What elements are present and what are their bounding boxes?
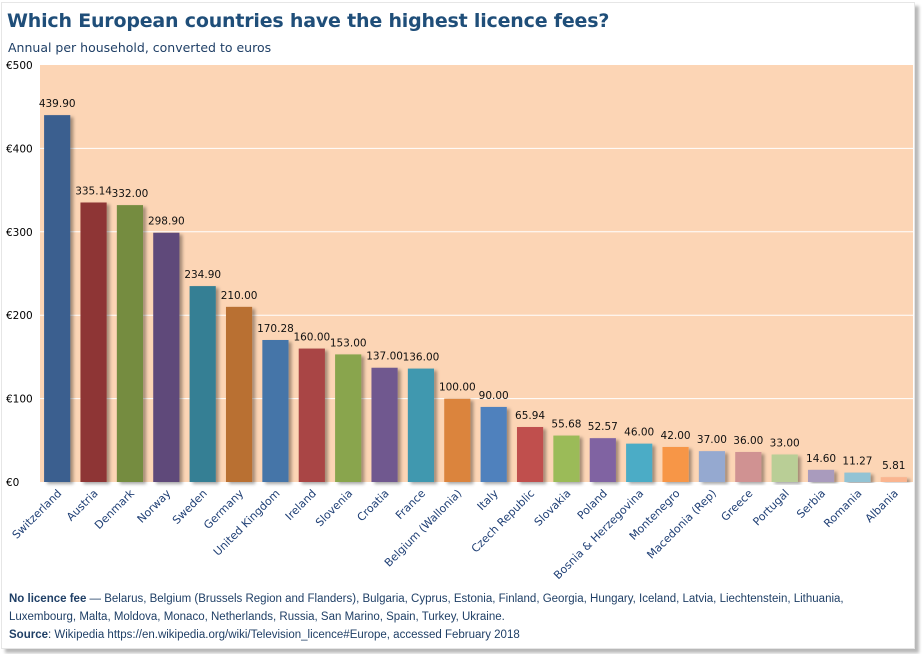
x-tick-label: Italy bbox=[475, 487, 501, 513]
x-tick-label: Macedonia (Rep) bbox=[644, 487, 719, 562]
data-label: 5.81 bbox=[882, 460, 905, 472]
x-tick-label: Denmark bbox=[92, 486, 137, 531]
data-label: 36.00 bbox=[733, 435, 763, 447]
bar-denmark bbox=[116, 205, 144, 482]
data-label: 55.68 bbox=[551, 419, 581, 431]
bar-romania bbox=[844, 472, 871, 482]
bar-austria bbox=[80, 202, 107, 483]
data-label: 153.00 bbox=[330, 337, 367, 349]
bar-montenegro bbox=[662, 446, 689, 482]
x-tick-label: Ireland bbox=[283, 487, 319, 523]
no-licence-fee-note: No licence fee — Belarus, Belgium (Bruss… bbox=[9, 590, 909, 626]
data-label: 90.00 bbox=[479, 390, 509, 402]
x-tick-label: Czech Republic bbox=[469, 487, 537, 555]
x-tick-label: Croatia bbox=[355, 487, 392, 524]
no-licence-fee-countries: — Belarus, Belgium (Brussels Region and … bbox=[9, 593, 844, 623]
bar-germany bbox=[225, 306, 253, 482]
bar-albania bbox=[880, 477, 907, 482]
bar-macedonia-rep bbox=[698, 451, 726, 482]
data-label: 37.00 bbox=[697, 434, 727, 446]
data-label: 11.27 bbox=[842, 456, 872, 468]
x-tick-label: Austria bbox=[64, 487, 101, 524]
data-label: 100.00 bbox=[439, 382, 476, 394]
data-label: 170.28 bbox=[257, 323, 294, 335]
y-tick-label: €100 bbox=[6, 394, 33, 406]
x-tick-label: Portugal bbox=[750, 487, 791, 528]
gridlines bbox=[40, 147, 913, 400]
data-label: 52.57 bbox=[588, 421, 618, 433]
source-label: Source bbox=[9, 629, 48, 641]
bar-norway bbox=[153, 232, 180, 482]
data-label: 137.00 bbox=[366, 351, 403, 363]
x-tick-label: France bbox=[393, 487, 428, 522]
data-label: 160.00 bbox=[293, 332, 330, 344]
bar-switzerland bbox=[44, 115, 71, 482]
x-tick-label: Norway bbox=[135, 487, 174, 526]
source-note: Source: Wikipedia https://en.wikipedia.o… bbox=[9, 626, 909, 644]
data-label: 14.60 bbox=[806, 453, 836, 465]
footnotes: No licence fee — Belarus, Belgium (Bruss… bbox=[9, 590, 909, 644]
bar-united-kingdom bbox=[262, 339, 289, 482]
bar-france bbox=[407, 368, 435, 482]
y-tick-label: €500 bbox=[6, 60, 33, 72]
y-tick-label: €200 bbox=[6, 310, 33, 322]
x-tick-label: Romania bbox=[821, 487, 864, 530]
x-tick-label: Poland bbox=[575, 487, 610, 522]
data-label: 136.00 bbox=[403, 352, 440, 364]
data-label: 42.00 bbox=[661, 430, 691, 442]
plot-area bbox=[40, 65, 913, 482]
bar-belgium-wallonia bbox=[444, 398, 471, 482]
x-tick-label: Albania bbox=[863, 487, 901, 525]
x-axis: Switzerland AustriaDenmarkNorwaySwedenGer… bbox=[10, 486, 901, 582]
data-label: 65.94 bbox=[515, 410, 545, 422]
x-tick-label: Slovenia bbox=[313, 487, 355, 529]
y-tick-label: €300 bbox=[6, 227, 33, 239]
bar-greece bbox=[735, 451, 762, 482]
chart-title: Which European countries have the highes… bbox=[7, 10, 610, 32]
y-tick-label: €400 bbox=[6, 143, 33, 155]
bar-serbia bbox=[807, 469, 835, 482]
bar-poland bbox=[589, 438, 616, 482]
bar-slovenia bbox=[335, 354, 362, 482]
data-label: 332.00 bbox=[112, 188, 149, 200]
data-label: 298.90 bbox=[148, 216, 185, 228]
x-tick-label: United Kingdom bbox=[211, 487, 283, 559]
bar-croatia bbox=[371, 367, 398, 482]
bar-slovakia bbox=[553, 435, 580, 482]
data-label: 33.00 bbox=[770, 437, 800, 449]
data-label: 335.14 bbox=[75, 185, 112, 197]
x-tick-label: Switzerland bbox=[10, 487, 65, 542]
x-tick-label: Slovakia bbox=[532, 487, 574, 529]
bar-sweden bbox=[189, 286, 216, 482]
bar-czech-republic bbox=[516, 427, 544, 482]
bar-bosnia-herzegovina bbox=[626, 443, 653, 482]
bars bbox=[44, 115, 907, 483]
no-licence-fee-label: No licence fee bbox=[9, 593, 87, 605]
bar-italy bbox=[480, 406, 507, 482]
data-label: 46.00 bbox=[624, 427, 654, 439]
y-tick-label: €0 bbox=[6, 477, 19, 489]
data-label: 210.00 bbox=[221, 290, 258, 302]
y-axis: €0 €100 €200 €300 €400 €500 bbox=[6, 60, 33, 489]
source-text: : Wikipedia https://en.wikipedia.org/wik… bbox=[48, 629, 520, 641]
x-tick-label: Serbia bbox=[794, 487, 828, 521]
data-label: 439.90 bbox=[39, 98, 76, 110]
data-label: 234.90 bbox=[184, 269, 221, 281]
chart-subtitle: Annual per household, converted to euros bbox=[8, 40, 272, 55]
bar-ireland bbox=[298, 348, 325, 482]
bar-portugal bbox=[771, 454, 798, 482]
